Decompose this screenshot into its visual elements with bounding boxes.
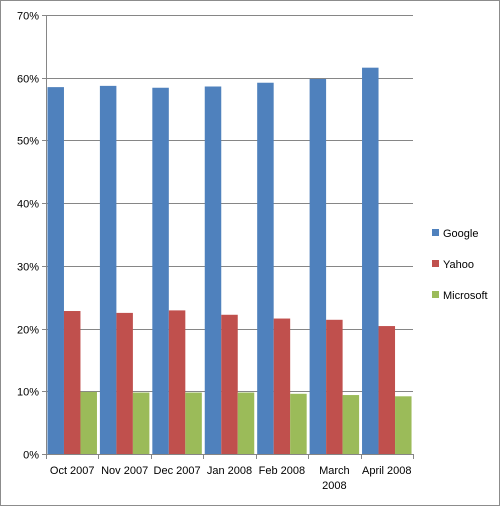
y-tick-label: 50% <box>17 136 39 148</box>
bar-google-nov-2007 <box>99 85 117 455</box>
bar-yahoo-april-2008 <box>378 326 396 454</box>
legend-swatch-microsoft <box>432 291 439 298</box>
bar-microsoft-oct-2007 <box>80 391 97 454</box>
axes <box>42 15 414 459</box>
y-tick-label: 30% <box>17 262 39 274</box>
bar-microsoft-march-2008 <box>342 395 360 454</box>
x-tick-label: April 2008 <box>362 465 412 477</box>
bar-google-dec-2007 <box>152 87 169 455</box>
legend-swatch-yahoo <box>432 260 439 267</box>
x-tick-label: March 2008 <box>319 465 350 492</box>
legend-swatch-google <box>432 229 439 236</box>
x-tick-label: Nov 2007 <box>101 465 148 477</box>
bar-yahoo-oct-2007 <box>63 311 81 454</box>
x-tick-label: Oct 2007 <box>50 465 95 477</box>
legend-label-google: Google <box>443 228 478 240</box>
bar-yahoo-dec-2007 <box>168 310 186 454</box>
x-tick-label: Jan 2008 <box>207 465 252 477</box>
bar-yahoo-feb-2008 <box>273 318 291 454</box>
bar-microsoft-dec-2007 <box>185 392 202 454</box>
bar-google-jan-2008 <box>204 86 222 454</box>
bar-yahoo-march-2008 <box>326 319 343 454</box>
x-tick-label: Feb 2008 <box>259 465 305 477</box>
y-tick-label: 40% <box>17 199 39 211</box>
y-axis-ticks: 0% 10% 20% 30% 40% 50% 60% 70% <box>17 11 39 462</box>
y-tick-label: 20% <box>17 325 39 337</box>
x-tick-label: Dec 2007 <box>154 465 201 477</box>
bar-microsoft-jan-2008 <box>237 392 255 454</box>
bar-microsoft-april-2008 <box>395 396 412 454</box>
bar-yahoo-nov-2007 <box>116 312 133 454</box>
y-tick-label: 10% <box>17 387 39 399</box>
legend: Google Yahoo Microsoft <box>432 228 488 302</box>
bar-google-oct-2007 <box>47 87 64 454</box>
bar-google-april-2008 <box>362 67 379 455</box>
y-tick-label: 70% <box>17 11 39 23</box>
bar-microsoft-nov-2007 <box>132 392 150 454</box>
legend-label-microsoft: Microsoft <box>443 290 488 302</box>
bar-google-feb-2008 <box>257 82 274 454</box>
x-axis-ticks: Oct 2007 Nov 2007 Dec 2007 Jan 2008 Feb 2008… <box>50 465 412 492</box>
bars <box>47 67 412 455</box>
y-tick-label: 60% <box>17 74 39 86</box>
bar-microsoft-feb-2008 <box>290 393 307 454</box>
y-tick-label: 0% <box>23 450 39 462</box>
bar-yahoo-jan-2008 <box>221 314 238 454</box>
legend-label-yahoo: Yahoo <box>443 259 474 271</box>
bar-google-march-2008 <box>309 78 327 455</box>
